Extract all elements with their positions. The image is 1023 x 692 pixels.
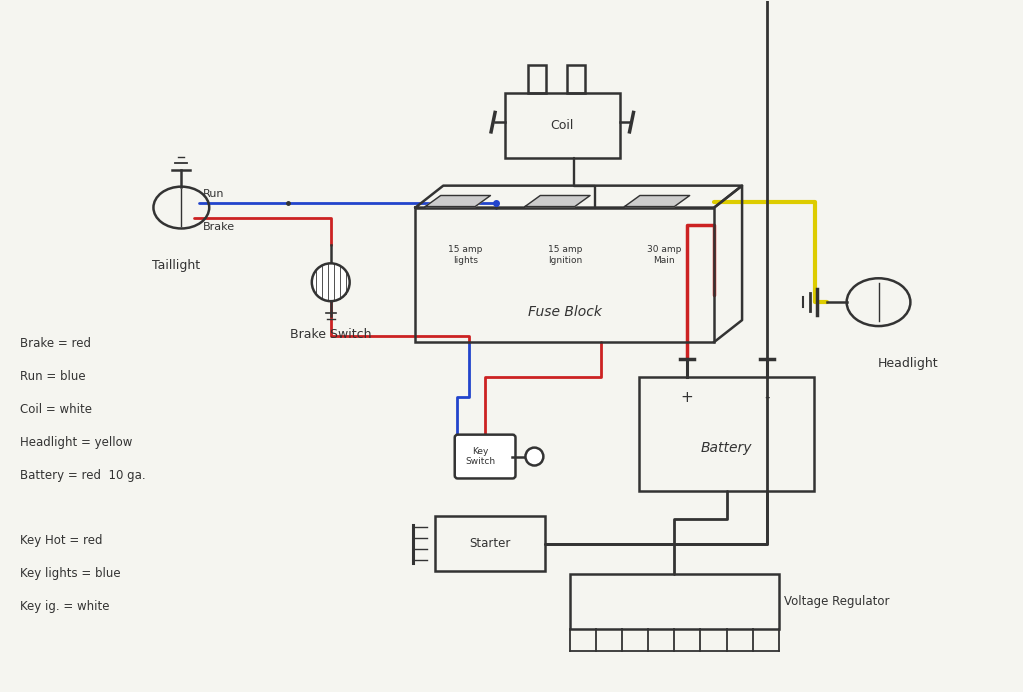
Text: +: +: [680, 390, 693, 405]
Text: Headlight: Headlight: [878, 357, 939, 370]
Text: Run = blue: Run = blue: [20, 370, 86, 383]
Text: Key ig. = white: Key ig. = white: [20, 600, 109, 613]
FancyBboxPatch shape: [455, 435, 516, 478]
Bar: [505, 93, 620, 158]
Text: Fuse Block: Fuse Block: [528, 305, 602, 320]
Text: 15 amp
lights: 15 amp lights: [448, 245, 483, 264]
Polygon shape: [426, 196, 490, 206]
Text: Voltage Regulator: Voltage Regulator: [784, 595, 889, 608]
Text: Brake: Brake: [204, 223, 235, 233]
Text: Key lights = blue: Key lights = blue: [20, 567, 121, 580]
Text: -: -: [764, 390, 769, 405]
Text: Battery: Battery: [701, 441, 752, 455]
Bar: [639, 377, 813, 491]
Text: 30 amp
Main: 30 amp Main: [648, 245, 681, 264]
Text: Starter: Starter: [470, 537, 510, 550]
Text: Brake Switch: Brake Switch: [290, 328, 371, 341]
Bar: [567, 65, 585, 93]
Text: Run: Run: [204, 189, 225, 199]
Text: Brake = red: Brake = red: [20, 337, 91, 350]
Text: Coil: Coil: [550, 119, 574, 132]
Text: 15 amp
Ignition: 15 amp Ignition: [547, 245, 582, 264]
Circle shape: [526, 448, 543, 466]
Bar: [570, 574, 779, 629]
Bar: [528, 65, 546, 93]
Text: Key Hot = red: Key Hot = red: [20, 534, 102, 547]
Text: Battery = red  10 ga.: Battery = red 10 ga.: [20, 468, 145, 482]
Bar: [436, 516, 545, 571]
Text: Taillight: Taillight: [152, 260, 201, 273]
Polygon shape: [525, 196, 590, 206]
Polygon shape: [625, 196, 690, 206]
Text: Coil = white: Coil = white: [20, 403, 92, 416]
Text: Headlight = yellow: Headlight = yellow: [20, 436, 132, 448]
Text: Key
Switch: Key Switch: [465, 447, 495, 466]
Bar: [415, 208, 714, 342]
Circle shape: [312, 264, 350, 301]
